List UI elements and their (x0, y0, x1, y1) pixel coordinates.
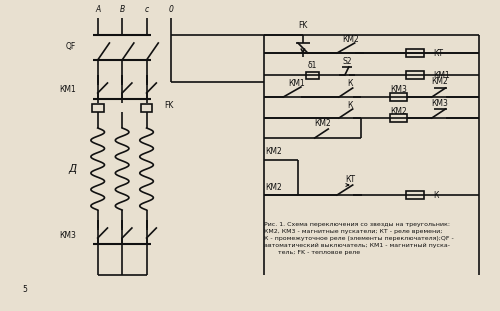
Text: К: К (347, 100, 352, 109)
Text: КМ2: КМ2 (432, 77, 448, 86)
Text: КМ2: КМ2 (266, 183, 282, 192)
Text: A: A (95, 6, 100, 15)
Bar (406, 71, 424, 79)
Bar (390, 93, 407, 101)
Text: КМ3: КМ3 (390, 86, 407, 95)
Text: Рис. 1. Схема переключения со звезды на треугольник:
КМ2, КМ3 - магнитные пускат: Рис. 1. Схема переключения со звезды на … (264, 222, 454, 255)
Text: B: B (120, 6, 125, 15)
Text: КМ2: КМ2 (342, 35, 359, 44)
Text: КМ3: КМ3 (431, 99, 448, 108)
Text: QF: QF (66, 43, 76, 52)
Text: FK: FK (164, 101, 173, 110)
Text: S2: S2 (342, 57, 351, 66)
Text: К: К (347, 80, 352, 89)
Text: КМ2: КМ2 (266, 147, 282, 156)
Bar (406, 49, 424, 57)
Text: Д: Д (68, 164, 76, 174)
Text: FK: FK (298, 21, 308, 30)
Text: δ1: δ1 (308, 61, 318, 69)
Text: 0: 0 (168, 6, 173, 15)
Text: К: К (433, 191, 438, 199)
Text: КТ: КТ (345, 175, 355, 184)
Text: 5: 5 (22, 285, 27, 295)
Text: КМ3: КМ3 (60, 230, 76, 239)
Text: c: c (144, 6, 148, 15)
Text: КМ2: КМ2 (390, 106, 407, 115)
Text: КМ1: КМ1 (60, 86, 76, 95)
Bar (406, 191, 424, 199)
Bar (92, 104, 104, 112)
Bar (390, 114, 407, 122)
Text: КМ2: КМ2 (314, 119, 331, 128)
Bar (140, 104, 152, 112)
Bar (306, 72, 320, 78)
Text: КМ1: КМ1 (288, 78, 306, 87)
Text: КТ: КТ (433, 49, 443, 58)
Text: КМ1: КМ1 (433, 71, 450, 80)
